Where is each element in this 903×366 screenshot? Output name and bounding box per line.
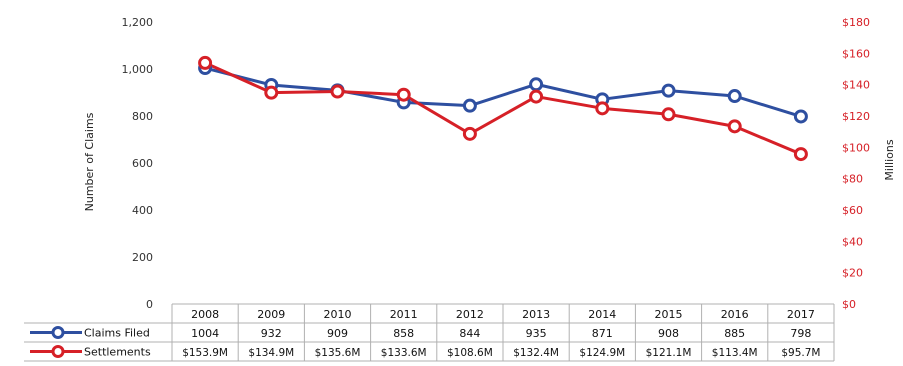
data-point [462,126,477,141]
data-table-cell: $121.1M [646,347,692,359]
right-tick-label: $120 [842,110,870,123]
category-label: 2010 [324,308,352,321]
left-tick-label: 200 [132,251,153,264]
category-label: 2008 [191,308,219,321]
category-label: 2011 [390,308,418,321]
category-label: 2009 [257,308,285,321]
plot-lines [204,61,802,156]
data-point [727,119,742,134]
data-point [462,98,477,113]
category-label: 2012 [456,308,484,321]
category-label: 2013 [522,308,550,321]
left-tick-label: 1,200 [122,16,154,29]
legend-label: Settlements [84,346,151,359]
data-point [529,77,544,92]
data-table-cell: $95.7M [781,347,820,359]
data-table-cell: $135.6M [315,347,361,359]
data-table-cell: $153.9M [182,347,228,359]
data-table-cell: 885 [724,327,745,340]
category-label: 2015 [655,308,683,321]
data-table-cell: 844 [459,327,480,340]
series-line [204,61,802,156]
series-line [204,66,802,118]
data-table-cell: 858 [393,327,414,340]
right-tick-label: $160 [842,47,870,60]
right-tick-label: $40 [842,235,863,248]
data-table-cell: $133.6M [381,347,427,359]
legend: Claims Filed Settlements [30,326,151,359]
data-table-cell: 871 [592,327,613,340]
data-point [661,83,676,98]
data-point [727,89,742,104]
data-point [396,87,411,102]
data-point [529,89,544,104]
right-axis-ticks: $0 $20 $40 $60 $80 $100 $120 $140 $160 $180 [842,16,870,311]
data-point [793,109,808,124]
right-tick-label: $180 [842,16,870,29]
data-table-cell: 798 [790,327,811,340]
left-tick-label: 400 [132,204,153,217]
data-point [264,85,279,100]
data-point [661,107,676,122]
y-axis-title: Number of Claims [83,112,96,211]
data-table-cell: $108.6M [447,347,493,359]
legend-key-marker [51,345,65,358]
data-table-cell: 908 [658,327,679,340]
right-tick-label: $100 [842,141,870,154]
left-tick-label: 600 [132,157,153,170]
left-tick-label: 1,000 [122,63,154,76]
right-tick-label: $80 [842,173,863,186]
data-table-cell: $124.9M [579,347,625,359]
right-tick-label: $140 [842,79,870,92]
data-table-cell: 1004 [191,327,219,340]
left-axis-ticks: 0 200 400 600 800 1,000 1,200 [122,16,154,311]
data-table-cell: $134.9M [248,347,294,359]
data-table-cell: 909 [327,327,348,340]
category-label: 2016 [721,308,749,321]
right-tick-label: $0 [842,298,856,311]
data-point [793,147,808,162]
data-table: 2008 2009 2010 2011 2012 2013 2014 2015 2016 2017… [24,303,835,362]
data-table-cell: 935 [526,327,547,340]
right-tick-label: $20 [842,267,863,280]
data-point [330,84,345,99]
data-table-cell: $132.4M [513,347,559,359]
category-label: 2017 [787,308,815,321]
data-table-cell: 932 [261,327,282,340]
right-tick-label: $60 [842,204,863,217]
legend-label: Claims Filed [84,327,150,340]
data-table-cell: $113.4M [712,347,758,359]
data-point [595,101,610,116]
left-tick-label: 0 [146,298,153,311]
legend-key-marker [51,326,65,339]
plot-markers [198,55,808,162]
y2-axis-title: Millions [883,139,896,180]
data-point [198,55,213,70]
category-label: 2014 [588,308,616,321]
left-tick-label: 800 [132,110,153,123]
